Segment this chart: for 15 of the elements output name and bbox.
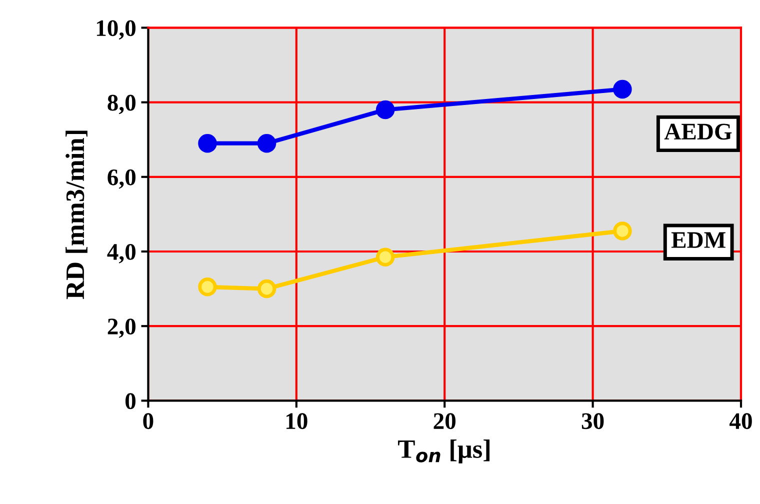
y-tick-label: 4,0 <box>107 244 136 264</box>
x-axis-title: T$_{on}$ [μs] <box>398 439 490 464</box>
series-label: EDM <box>671 232 726 248</box>
y-tick-label: 0 <box>125 393 136 410</box>
x-tick-label: 10 <box>286 413 308 430</box>
y-tick-label: 2,0 <box>108 318 136 338</box>
y-tick-label: 8,0 <box>108 94 136 114</box>
series-label: AEDG <box>664 124 732 140</box>
y-tick-label: 6,0 <box>108 169 136 189</box>
x-tick-label: 30 <box>582 413 604 430</box>
y-axis-title: RD [mm3/min] <box>66 130 88 300</box>
x-tick-label: 40 <box>730 413 752 430</box>
x-tick-label: 0 <box>143 413 154 430</box>
x-tick-label: 20 <box>434 413 456 430</box>
y-tick-label: 10,0 <box>96 20 136 40</box>
